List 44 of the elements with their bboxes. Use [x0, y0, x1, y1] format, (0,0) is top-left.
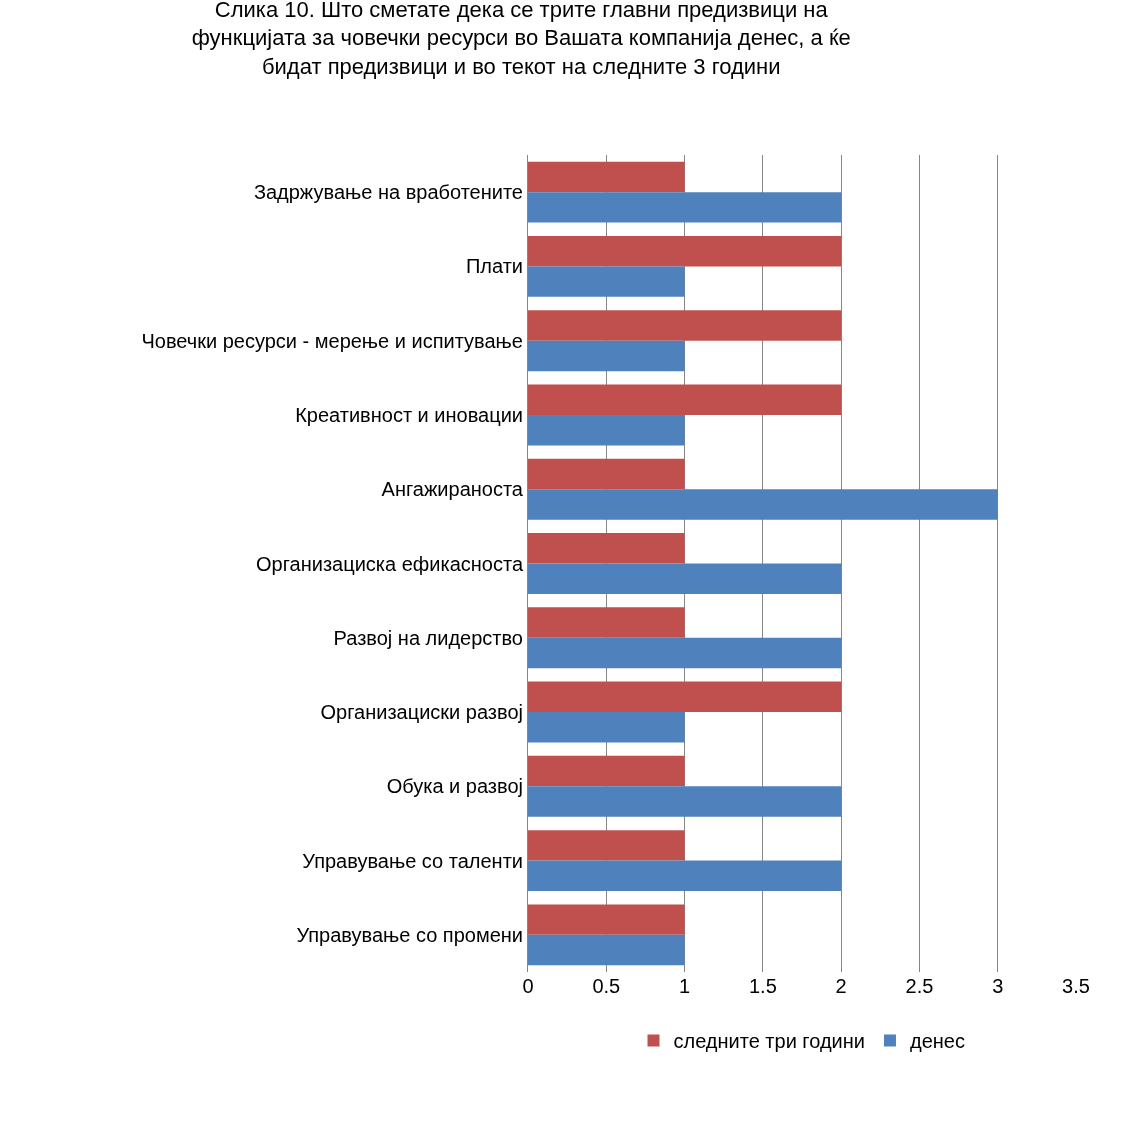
y-tick-label: Плати [465, 255, 523, 278]
bar [528, 860, 842, 892]
bar [528, 786, 842, 817]
x-tick-label: 2.5 [905, 975, 934, 997]
bar [528, 712, 685, 743]
bar [528, 340, 685, 372]
bar [528, 458, 685, 490]
chart-title: Слика 10. Што сметате дека се трите главни предизвици на функцијата за човечки ресурси во Вашата компанија денес, а ќе бидат предизвици и во текот на следните 3 години [191, 0, 851, 80]
y-tick-label: Организациска ефикасноста [256, 552, 524, 575]
x-tick-label: 0 [522, 975, 534, 997]
y-tick-label: Човечки ресурси - мерење и испитување [141, 329, 523, 352]
bar [528, 235, 842, 267]
y-tick-label: Ангажираноста [381, 478, 524, 501]
bar [528, 161, 685, 193]
legend-label: следните три години [673, 1030, 865, 1053]
x-tick-label: 1.5 [748, 975, 777, 997]
bar [528, 637, 842, 669]
bar [528, 266, 685, 297]
y-tick-label: Управување со промени [296, 923, 523, 946]
bar [528, 563, 842, 594]
bar [528, 755, 685, 787]
bar [528, 607, 685, 638]
x-tick-label: 1 [679, 975, 691, 997]
x-tick-label: 0.5 [592, 975, 621, 997]
bar [528, 414, 685, 446]
bar [528, 192, 842, 223]
legend-label: денес [909, 1030, 965, 1053]
y-tick-label: Задржување на вработените [253, 181, 523, 204]
y-tick-label: Развој на лидерство [333, 626, 523, 649]
bar [528, 904, 685, 935]
y-tick-label: Обука и развој [386, 775, 523, 798]
bar [528, 310, 842, 341]
x-tick-label: 3.5 [1062, 975, 1090, 997]
y-tick-label: Организациски развој [320, 701, 523, 724]
bar [528, 681, 842, 713]
x-tick-label: 2 [835, 975, 847, 997]
y-tick-label: Управување со таленти [302, 849, 523, 872]
bar [528, 533, 685, 564]
x-tick-label: 3 [992, 975, 1004, 997]
bar [528, 489, 998, 520]
y-tick-label: Креативност и иновации [295, 403, 523, 426]
bar [528, 934, 685, 966]
bar [528, 830, 685, 861]
bar [528, 384, 842, 415]
